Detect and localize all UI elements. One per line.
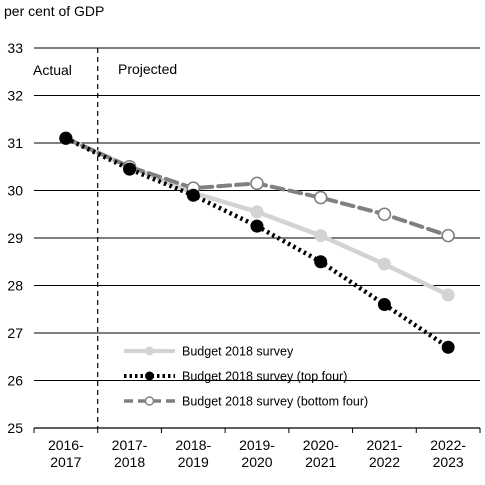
x-tick-label: 2016-2017 bbox=[48, 437, 84, 470]
region-label-projected: Projected bbox=[118, 61, 177, 77]
series-0-point bbox=[441, 288, 455, 302]
legend-marker-1 bbox=[145, 371, 154, 381]
series-0-point bbox=[377, 257, 391, 271]
y-tick-label: 29 bbox=[7, 230, 23, 246]
legend-marker-2 bbox=[144, 396, 155, 406]
legend-label-2: Budget 2018 survey (bottom four) bbox=[182, 395, 368, 409]
x-axis-ticks: 2016-2017 2017-2018 2018-2019 2019-2020 2020… bbox=[33, 428, 481, 470]
series-group bbox=[59, 131, 455, 354]
x-tick-label: 2017-2018 bbox=[112, 437, 148, 470]
series-1-point bbox=[186, 188, 200, 202]
series-1-point bbox=[377, 298, 391, 311]
series-2-point bbox=[313, 190, 328, 205]
legend-label-0: Budget 2018 survey bbox=[182, 345, 294, 359]
y-tick-label: 30 bbox=[7, 183, 23, 199]
x-tick-label: 2018-2019 bbox=[175, 437, 211, 470]
series-2-point bbox=[377, 207, 392, 222]
x-tick-label: 2022-2023 bbox=[430, 437, 466, 470]
y-axis-ticks: 25 26 27 28 29 30 31 32 33 bbox=[7, 40, 23, 436]
region-label-actual: Actual bbox=[33, 62, 72, 78]
legend-label-1: Budget 2018 survey (top four) bbox=[182, 370, 347, 384]
y-tick-label: 27 bbox=[7, 325, 23, 341]
series-2-point bbox=[441, 228, 455, 243]
x-tick-label: 2019-2020 bbox=[239, 437, 275, 470]
legend-marker-0 bbox=[145, 346, 154, 356]
x-tick-label: 2020-2021 bbox=[303, 437, 339, 470]
y-tick-label: 25 bbox=[7, 420, 23, 436]
y-tick-label: 26 bbox=[7, 373, 23, 389]
series-0-point bbox=[314, 229, 328, 243]
series-2-point bbox=[250, 176, 264, 191]
series-0-point bbox=[250, 205, 264, 219]
y-tick-label: 31 bbox=[7, 135, 23, 151]
y-axis-label: per cent of GDP bbox=[4, 3, 104, 19]
series-1-point bbox=[314, 255, 328, 269]
series-1-point bbox=[59, 131, 73, 145]
legend: Budget 2018 survey Budget 2018 survey (to… bbox=[124, 345, 368, 409]
gridlines bbox=[34, 47, 480, 429]
series-1-point bbox=[441, 340, 455, 354]
series-1-point bbox=[123, 162, 137, 176]
y-tick-label: 28 bbox=[7, 278, 23, 294]
series-1-point bbox=[250, 219, 264, 233]
y-tick-label: 32 bbox=[7, 88, 23, 104]
x-tick-label: 2021-2022 bbox=[367, 437, 403, 470]
y-tick-label: 33 bbox=[7, 40, 23, 56]
